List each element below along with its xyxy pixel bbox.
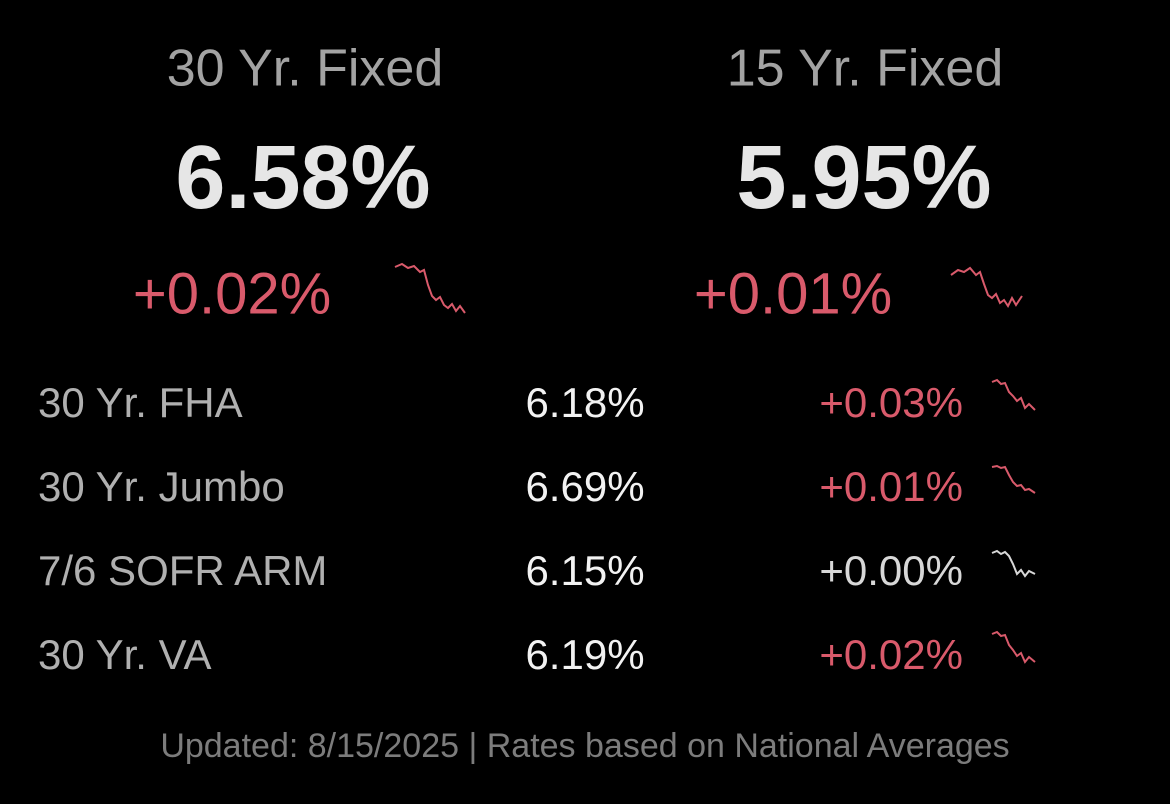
row-change: +0.00%: [819, 547, 963, 594]
row-rate: 6.15%: [525, 547, 644, 594]
sparkline: [394, 262, 466, 314]
row-change: +0.02%: [819, 631, 963, 678]
row-change: +0.01%: [819, 463, 963, 510]
featured-change: +0.02%: [133, 261, 331, 326]
featured-rate: 6.58%: [175, 128, 430, 228]
row-label: 30 Yr. FHA: [38, 379, 243, 426]
row-label: 7/6 SOFR ARM: [38, 547, 327, 594]
row-rate: 6.18%: [525, 379, 644, 426]
row-rate: 6.69%: [525, 463, 644, 510]
row-label: 30 Yr. Jumbo: [38, 463, 285, 510]
sparkline: [991, 464, 1036, 494]
sparkline: [950, 266, 1023, 308]
footer-note: Updated: 8/15/2025 | Rates based on Nati…: [160, 727, 1009, 765]
row-rate: 6.19%: [525, 631, 644, 678]
sparkline: [991, 378, 1036, 411]
sparkline: [991, 630, 1036, 664]
featured-label: 15 Yr. Fixed: [727, 40, 1004, 98]
sparkline: [991, 549, 1036, 578]
row-change: +0.03%: [819, 379, 963, 426]
featured-change: +0.01%: [694, 261, 892, 326]
row-label: 30 Yr. VA: [38, 631, 212, 678]
featured-rate: 5.95%: [736, 128, 991, 228]
featured-label: 30 Yr. Fixed: [167, 40, 444, 98]
